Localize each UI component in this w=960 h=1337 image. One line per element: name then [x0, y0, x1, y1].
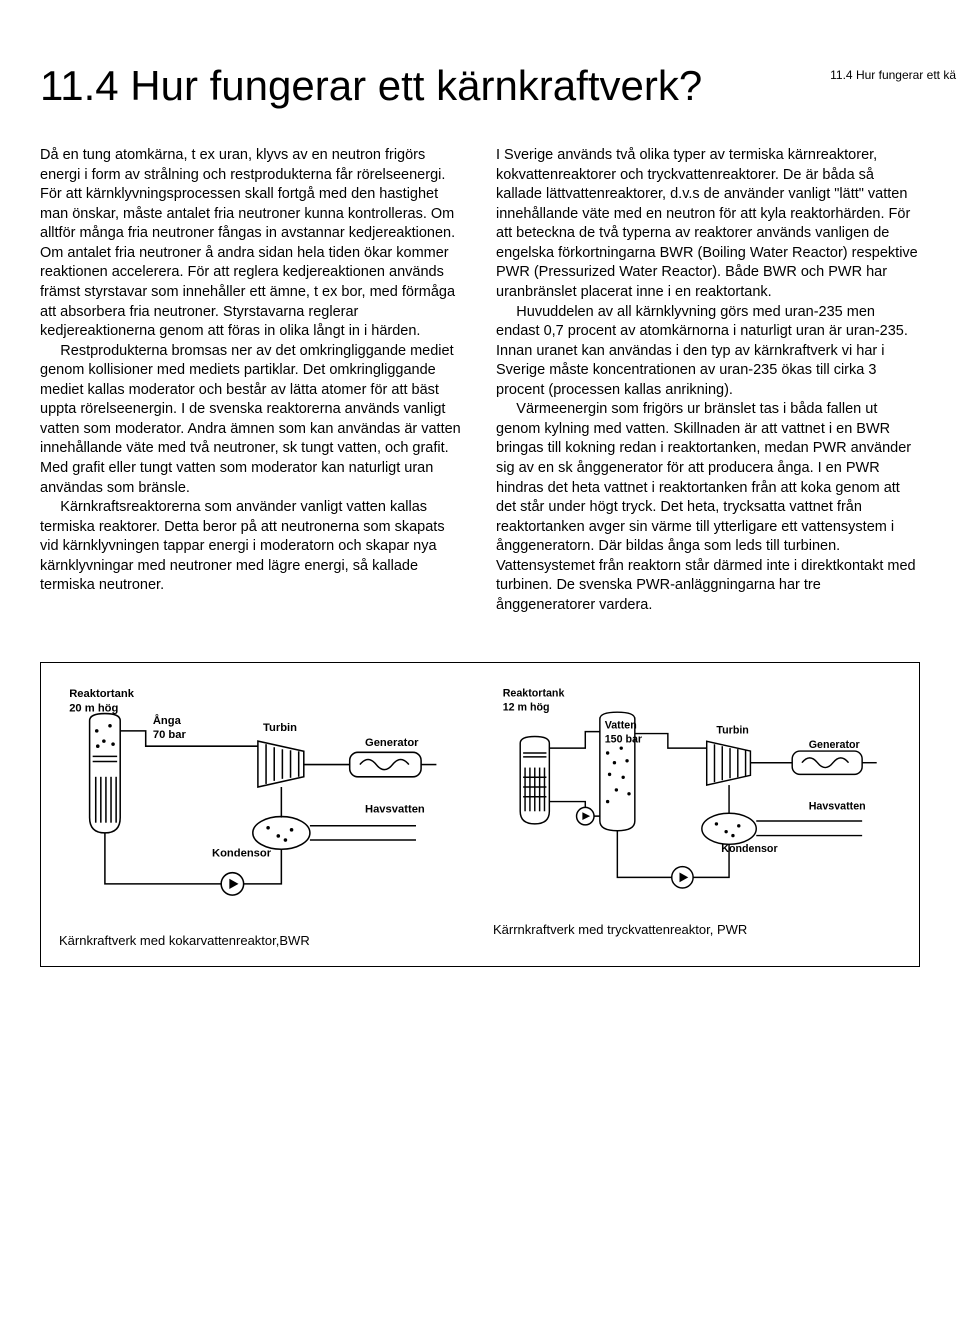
havsvatten-label: Havsvatten — [809, 800, 866, 812]
body-paragraph: Restprodukterna bromsas ner av det omkri… — [40, 342, 464, 499]
page: 11.4 Hur fungerar ett kä 11.4 Hur funger… — [0, 62, 960, 1337]
column-right: I Sverige används två olika typer av ter… — [496, 146, 920, 616]
reaktortank-height-label: 20 m hög — [69, 702, 118, 714]
body-paragraph: Värmeenergin som frigörs ur bränslet tas… — [496, 400, 920, 615]
kondensor-label: Kondensor — [212, 847, 272, 859]
generator-label: Generator — [365, 737, 419, 749]
body-paragraph: I Sverige används två olika typer av ter… — [496, 146, 920, 303]
bar-label: 70 bar — [153, 729, 187, 741]
vatten-label: Vatten — [605, 719, 637, 731]
pwr-diagram: Reaktortank 12 m hög Vatten 150 bar Turb… — [493, 685, 901, 949]
body-paragraph: Då en tung atomkärna, t ex uran, klyvs a… — [40, 146, 464, 342]
page-title: 11.4 Hur fungerar ett kärnkraftverk? — [40, 62, 920, 110]
diagram-frame: Reaktortank 20 m hög Ånga 70 bar Turbin … — [40, 662, 920, 968]
two-column-body: Då en tung atomkärna, t ex uran, klyvs a… — [40, 146, 920, 616]
bwr-svg: Reaktortank 20 m hög Ånga 70 bar Turbin … — [59, 685, 467, 920]
pwr-svg: Reaktortank 12 m hög Vatten 150 bar Turb… — [493, 685, 901, 908]
running-head: 11.4 Hur fungerar ett kä — [830, 68, 956, 82]
body-paragraph: Huvuddelen av all kärnklyvning görs med … — [496, 303, 920, 401]
generator-label: Generator — [809, 739, 860, 751]
reaktortank-label: Reaktortank — [503, 687, 565, 699]
column-left: Då en tung atomkärna, t ex uran, klyvs a… — [40, 146, 464, 616]
anga-label: Ånga — [153, 713, 182, 726]
reaktortank-label: Reaktortank — [69, 688, 135, 700]
bwr-diagram: Reaktortank 20 m hög Ånga 70 bar Turbin … — [59, 685, 467, 949]
bar-label: 150 bar — [605, 733, 642, 745]
havsvatten-label: Havsvatten — [365, 803, 425, 815]
turbin-label: Turbin — [716, 724, 748, 736]
pwr-caption: Kärrnkraftverk med tryckvattenreaktor, P… — [493, 922, 901, 937]
reaktortank-height-label: 12 m hög — [503, 701, 550, 713]
turbin-label: Turbin — [263, 721, 297, 733]
bwr-caption: Kärnkraftverk med kokarvattenreaktor,BWR — [59, 933, 467, 948]
body-paragraph: Kärnkraftsreaktorerna som använder vanli… — [40, 498, 464, 596]
